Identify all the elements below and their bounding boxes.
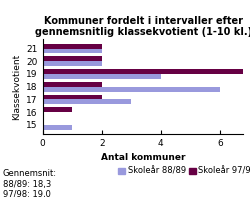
Bar (42, 125, 72, 130)
Bar (42, 95, 101, 99)
Bar (42, 107, 72, 112)
Bar (42, 69, 248, 74)
Text: Gennemsnit:
88/89: 18,3
97/98: 19,0: Gennemsnit: 88/89: 18,3 97/98: 19,0 (2, 169, 56, 197)
Bar (42, 74, 160, 79)
Legend: Skoleår 88/89, Skoleår 97/98: Skoleår 88/89, Skoleår 97/98 (114, 163, 250, 179)
Bar (42, 44, 101, 48)
Bar (42, 82, 101, 87)
Bar (42, 61, 101, 66)
Bar (42, 56, 101, 61)
Y-axis label: Klassekvotient: Klassekvotient (12, 54, 21, 120)
X-axis label: Antal kommuner: Antal kommuner (100, 153, 184, 162)
Bar (42, 48, 101, 53)
Title: Kommuner fordelt i intervaller efter
gennemsnitlig klassekvotient (1-10 kl.): Kommuner fordelt i intervaller efter gen… (34, 16, 250, 37)
Bar (42, 99, 131, 104)
Bar (42, 87, 219, 92)
